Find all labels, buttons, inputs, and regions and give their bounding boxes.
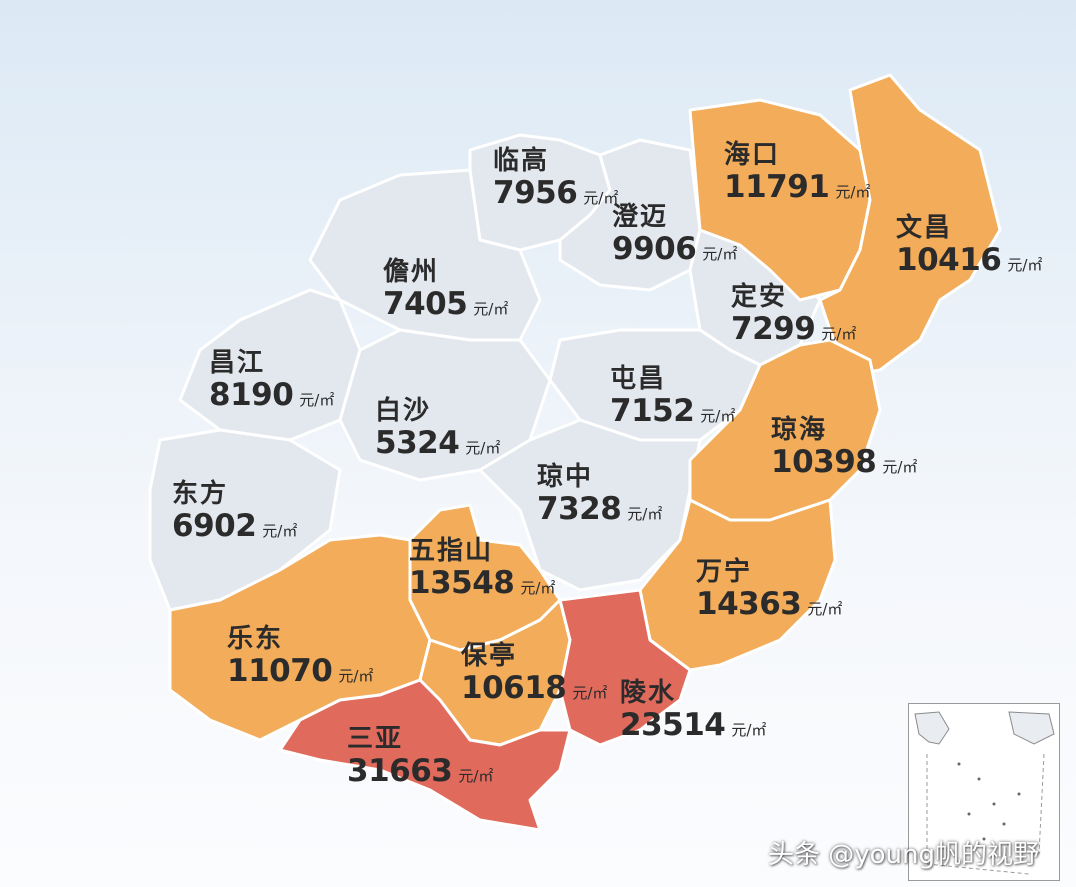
region-price: 11791	[724, 169, 830, 205]
region-name: 东方	[172, 479, 229, 509]
price-unit: 元/㎡	[882, 458, 918, 476]
label-qiongzhong: 琼中 7328 元/㎡	[537, 464, 662, 525]
region-price: 10398	[771, 444, 877, 480]
label-dingan: 定安 7299 元/㎡	[731, 284, 856, 345]
region-danzhou[interactable]	[308, 168, 542, 342]
label-haikou: 海口 11791 元/㎡	[724, 142, 870, 203]
price-unit: 元/㎡	[583, 189, 619, 207]
label-sanya: 三亚 31663 元/㎡	[347, 726, 493, 787]
price-unit: 元/㎡	[473, 300, 509, 318]
region-name: 儋州	[383, 257, 440, 287]
watermark: 头条 @young帆的视野	[768, 840, 1040, 870]
region-name: 文昌	[896, 213, 953, 243]
price-unit: 元/㎡	[731, 721, 767, 739]
region-name: 昌江	[209, 348, 266, 378]
label-lingshui: 陵水 23514 元/㎡	[620, 680, 766, 741]
price-unit: 元/㎡	[1007, 256, 1043, 274]
region-price: 31663	[347, 753, 453, 789]
region-sanya[interactable]	[278, 678, 572, 832]
label-lingao: 临高 7956 元/㎡	[493, 148, 618, 209]
region-price: 7956	[493, 175, 578, 211]
price-unit: 元/㎡	[702, 245, 738, 263]
region-price: 14363	[696, 586, 802, 622]
price-unit: 元/㎡	[572, 684, 608, 702]
label-tunchang: 屯昌 7152 元/㎡	[610, 366, 735, 427]
price-unit: 元/㎡	[835, 183, 871, 201]
label-wenchang: 文昌 10416 元/㎡	[896, 215, 1042, 276]
south-china-sea-inset-icon	[908, 703, 1060, 881]
label-baoting: 保亭 10618 元/㎡	[461, 643, 607, 704]
price-unit: 元/㎡	[465, 439, 501, 457]
region-price: 23514	[620, 707, 726, 743]
region-price: 7152	[610, 393, 695, 429]
region-name: 屯昌	[610, 364, 667, 394]
region-price: 5324	[375, 425, 460, 461]
region-name: 白沙	[375, 396, 432, 426]
region-price: 6902	[172, 508, 257, 544]
price-unit: 元/㎡	[262, 522, 298, 540]
region-price: 7299	[731, 311, 816, 347]
region-changjiang[interactable]	[178, 288, 362, 442]
price-unit: 元/㎡	[338, 667, 374, 685]
region-price: 7405	[383, 286, 468, 322]
region-price: 7328	[537, 491, 622, 527]
region-price: 10416	[896, 242, 1002, 278]
region-name: 定安	[731, 282, 788, 312]
label-chengmai: 澄迈 9906 元/㎡	[612, 204, 737, 265]
region-price: 9906	[612, 231, 697, 267]
region-name: 三亚	[347, 724, 404, 754]
region-name: 琼海	[771, 415, 828, 445]
region-name: 陵水	[620, 678, 677, 708]
region-name: 琼中	[537, 462, 594, 492]
region-price: 8190	[209, 377, 294, 413]
price-unit: 元/㎡	[627, 505, 663, 523]
label-danzhou: 儋州 7405 元/㎡	[383, 259, 508, 320]
region-name: 临高	[493, 146, 550, 176]
region-name: 万宁	[696, 557, 753, 587]
label-ledong: 乐东 11070 元/㎡	[227, 626, 373, 687]
label-qionghai: 琼海 10398 元/㎡	[771, 417, 917, 478]
label-wanning: 万宁 14363 元/㎡	[696, 559, 842, 620]
price-unit: 元/㎡	[458, 767, 494, 785]
region-name: 保亭	[461, 641, 518, 671]
region-wenchang[interactable]	[818, 73, 1002, 377]
region-name: 海口	[724, 140, 781, 170]
region-price: 11070	[227, 653, 333, 689]
region-name: 澄迈	[612, 202, 669, 232]
price-unit: 元/㎡	[807, 600, 843, 618]
region-lingshui[interactable]	[558, 588, 692, 747]
label-wuzhishan: 五指山 13548 元/㎡	[409, 538, 555, 599]
price-unit: 元/㎡	[520, 579, 556, 597]
region-price: 13548	[409, 565, 515, 601]
region-name: 五指山	[409, 536, 494, 566]
region-chengmai[interactable]	[558, 138, 702, 292]
price-unit: 元/㎡	[700, 407, 736, 425]
label-baisha: 白沙 5324 元/㎡	[375, 398, 500, 459]
price-unit: 元/㎡	[299, 391, 335, 409]
region-name: 乐东	[227, 624, 284, 654]
label-dongfang: 东方 6902 元/㎡	[172, 481, 297, 542]
label-changjiang: 昌江 8190 元/㎡	[209, 350, 334, 411]
region-price: 10618	[461, 670, 567, 706]
price-unit: 元/㎡	[821, 325, 857, 343]
